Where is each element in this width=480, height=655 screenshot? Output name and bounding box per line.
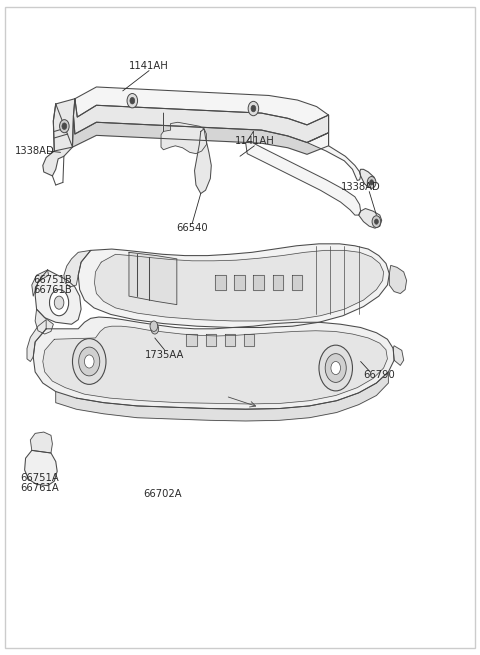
Polygon shape xyxy=(78,244,389,328)
Circle shape xyxy=(251,105,256,112)
Polygon shape xyxy=(253,275,264,290)
Polygon shape xyxy=(194,129,211,193)
Text: 66751B: 66751B xyxy=(33,275,72,285)
Circle shape xyxy=(331,362,340,375)
Polygon shape xyxy=(393,346,404,365)
Circle shape xyxy=(62,123,67,130)
Polygon shape xyxy=(32,270,48,296)
Circle shape xyxy=(374,219,378,224)
Circle shape xyxy=(151,324,158,334)
Polygon shape xyxy=(246,132,360,215)
Text: 66761A: 66761A xyxy=(21,483,60,493)
Text: 1141AH: 1141AH xyxy=(129,61,169,71)
Text: 1141AH: 1141AH xyxy=(235,136,274,146)
Circle shape xyxy=(150,321,157,331)
Polygon shape xyxy=(43,104,72,176)
Circle shape xyxy=(79,347,100,376)
Polygon shape xyxy=(35,309,53,334)
Text: 66540: 66540 xyxy=(176,223,208,233)
Polygon shape xyxy=(273,275,283,290)
Text: 66790: 66790 xyxy=(363,369,395,379)
Text: 66702A: 66702A xyxy=(143,489,182,499)
Polygon shape xyxy=(360,170,375,187)
Circle shape xyxy=(325,354,346,383)
Circle shape xyxy=(60,120,69,133)
Polygon shape xyxy=(24,451,57,485)
Polygon shape xyxy=(72,116,328,155)
Polygon shape xyxy=(53,99,75,151)
Text: 66751A: 66751A xyxy=(21,473,60,483)
Polygon shape xyxy=(27,320,46,362)
Polygon shape xyxy=(129,252,177,305)
Polygon shape xyxy=(225,334,235,346)
Circle shape xyxy=(248,102,259,116)
Circle shape xyxy=(130,98,135,104)
Polygon shape xyxy=(33,317,394,409)
Polygon shape xyxy=(244,334,254,346)
Circle shape xyxy=(84,355,94,368)
Circle shape xyxy=(319,345,352,391)
Polygon shape xyxy=(307,115,360,180)
Polygon shape xyxy=(359,208,382,228)
Polygon shape xyxy=(75,87,328,125)
Polygon shape xyxy=(35,270,81,324)
Circle shape xyxy=(127,94,138,108)
Circle shape xyxy=(54,296,64,309)
Polygon shape xyxy=(30,432,52,453)
Polygon shape xyxy=(161,113,206,154)
Polygon shape xyxy=(73,99,328,143)
Text: 66761B: 66761B xyxy=(33,284,72,295)
Polygon shape xyxy=(56,372,388,421)
Text: 1338AD: 1338AD xyxy=(341,182,381,192)
Polygon shape xyxy=(234,275,245,290)
Polygon shape xyxy=(186,334,197,346)
Polygon shape xyxy=(64,250,91,287)
Circle shape xyxy=(370,179,373,185)
Polygon shape xyxy=(43,326,387,404)
Text: 1735AA: 1735AA xyxy=(144,350,184,360)
Polygon shape xyxy=(205,334,216,346)
Circle shape xyxy=(72,339,106,384)
Text: 1338AD: 1338AD xyxy=(15,146,55,156)
Circle shape xyxy=(367,176,376,188)
Polygon shape xyxy=(389,265,407,293)
Polygon shape xyxy=(95,250,384,321)
Circle shape xyxy=(372,215,381,227)
Polygon shape xyxy=(215,275,226,290)
Polygon shape xyxy=(292,275,302,290)
Circle shape xyxy=(49,290,69,316)
